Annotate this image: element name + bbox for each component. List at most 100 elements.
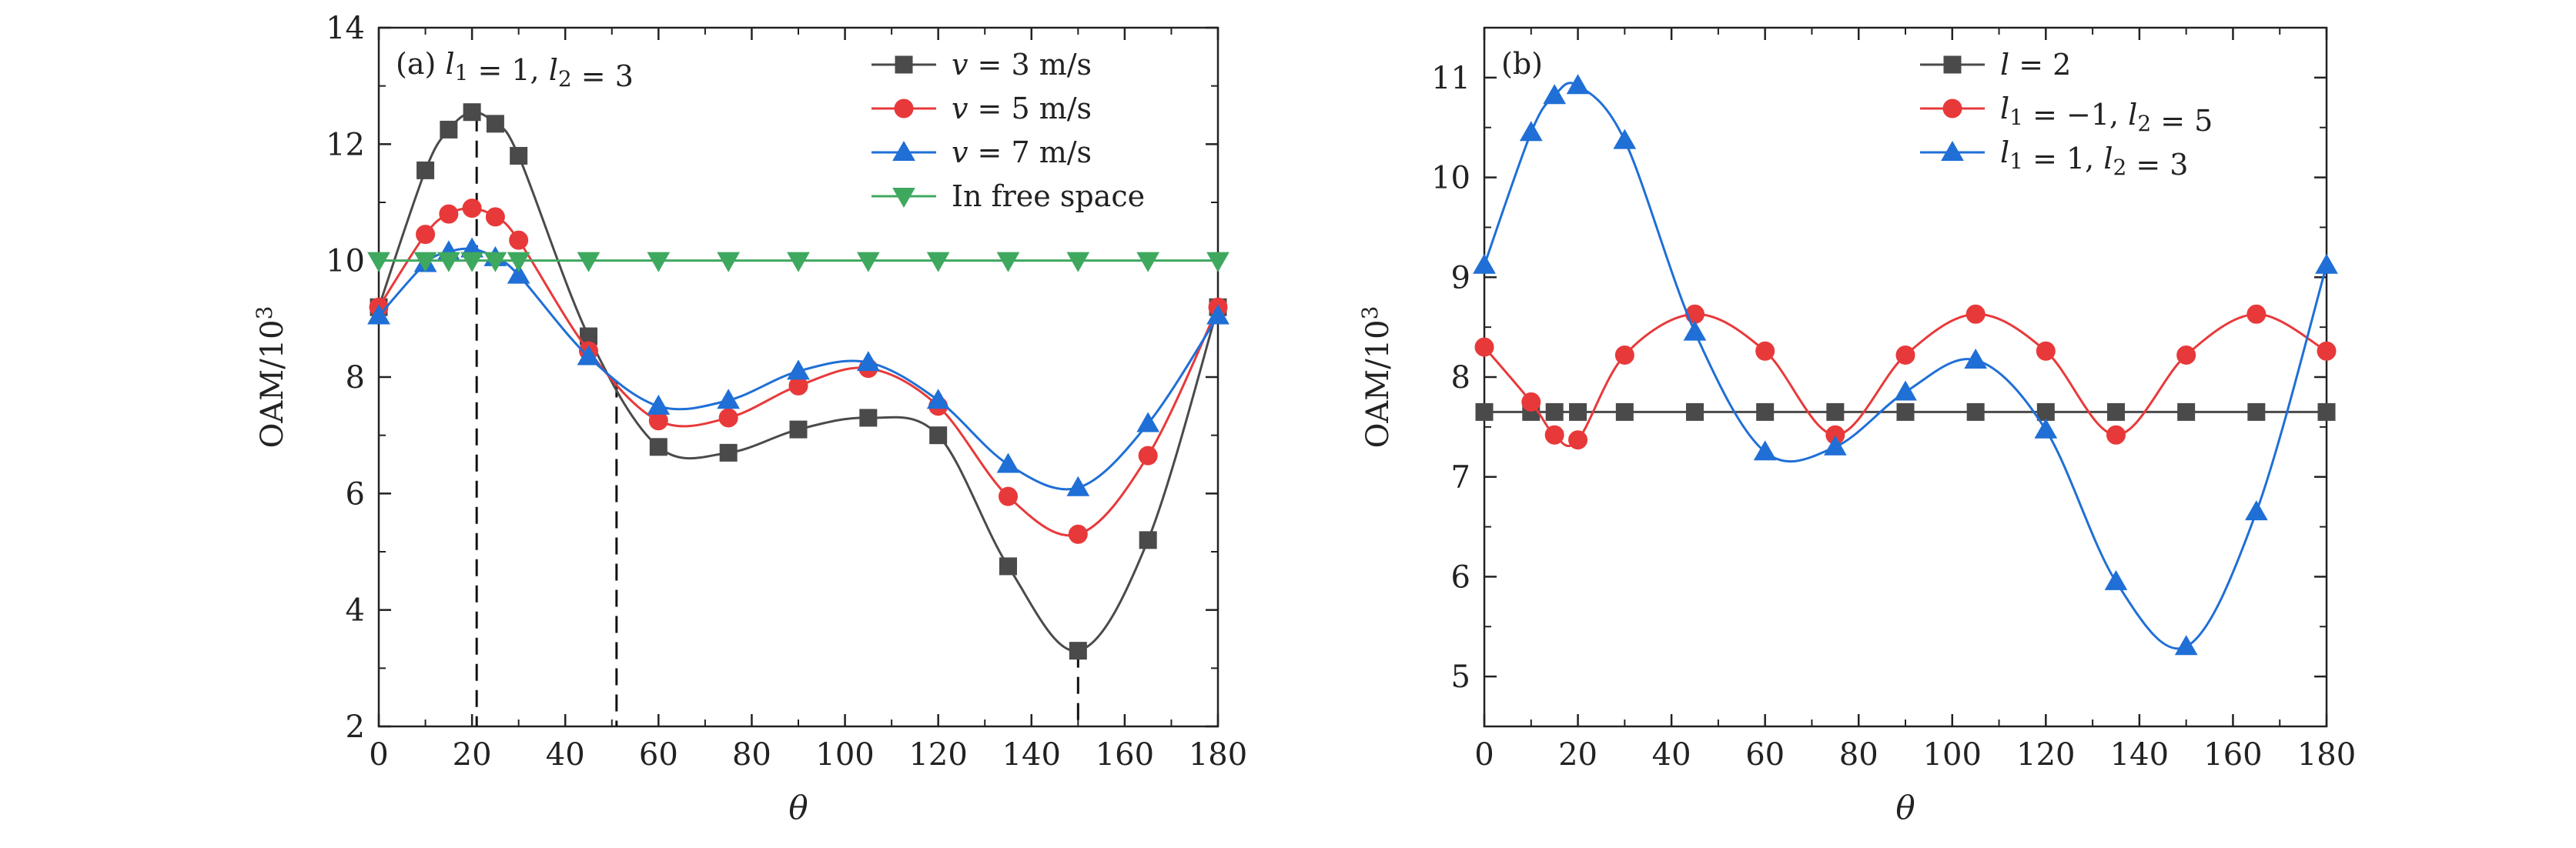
data-point [1136, 252, 1160, 272]
data-point [1755, 341, 1775, 361]
data-point [1206, 252, 1229, 272]
data-point [1206, 304, 1229, 325]
data-point [1826, 402, 1845, 421]
y-tick-label: 2 [346, 709, 365, 745]
data-point [1756, 402, 1775, 421]
x-tick-label: 80 [1839, 737, 1878, 773]
x-tick-label: 60 [639, 737, 678, 773]
data-point [462, 199, 482, 219]
y-tick-label: 5 [1451, 659, 1470, 695]
data-point [1475, 402, 1494, 421]
panel-label: (b) [1501, 47, 1543, 81]
data-point [510, 146, 528, 165]
data-point [367, 252, 390, 272]
x-tick-label: 160 [1096, 737, 1154, 773]
data-point [859, 409, 878, 427]
data-point [509, 230, 529, 250]
legend-label: v = 5 m/s [952, 92, 1092, 125]
data-point [2315, 253, 2338, 274]
legend-marker [895, 55, 913, 74]
data-point [787, 359, 810, 380]
data-point [929, 426, 948, 445]
data-point [1896, 402, 1915, 421]
data-point [1683, 320, 1707, 341]
data-point [787, 252, 810, 272]
data-point [1615, 402, 1634, 421]
data-point [2034, 418, 2058, 439]
data-point [486, 115, 504, 133]
y-tick-label: 8 [1451, 360, 1470, 396]
data-point [413, 252, 437, 272]
x-tick-label: 180 [1189, 737, 1247, 773]
y-tick-label: 9 [1451, 260, 1470, 295]
data-point [2176, 345, 2196, 365]
data-point [1966, 402, 1985, 421]
data-point [1566, 74, 1590, 95]
data-point [2317, 341, 2337, 361]
x-tick-label: 120 [908, 737, 967, 773]
y-tick-label: 8 [346, 360, 365, 396]
y-axis-title: OAM/103 [1357, 306, 1396, 449]
data-point [1753, 440, 1777, 461]
x-axis-title: θ [788, 789, 808, 826]
data-point [1545, 402, 1564, 421]
data-point [647, 394, 671, 415]
data-point [718, 408, 738, 428]
series-3 [367, 252, 1229, 272]
x-tick-label: 20 [453, 737, 492, 773]
x-tick-label: 60 [1745, 737, 1785, 773]
legend-marker [894, 98, 914, 119]
data-point [463, 103, 481, 122]
chart-panel-a: 0 20 40 60 80 100 120 140 160 180 2 4 6 8 10 12 14 θ OAM/1… [252, 11, 1247, 826]
data-point [789, 420, 808, 439]
data-point [485, 207, 505, 227]
data-point [1543, 84, 1567, 105]
x-tick-label: 40 [1652, 737, 1691, 773]
data-point [483, 252, 507, 272]
data-point [1473, 253, 1496, 274]
data-point [2317, 402, 2336, 421]
x-tick-label: 40 [546, 737, 585, 773]
data-point [1964, 348, 1988, 369]
x-tick-label: 120 [2016, 737, 2075, 773]
data-point [507, 252, 530, 272]
legend-label: l = 2 [2000, 48, 2071, 82]
data-point [440, 120, 458, 139]
data-point [2036, 341, 2056, 361]
legend-label: v = 7 m/s [952, 135, 1092, 169]
data-point [926, 252, 950, 272]
data-point [2104, 569, 2128, 590]
legend-marker [1943, 55, 1962, 74]
x-tick-label: 160 [2203, 737, 2262, 773]
data-point [507, 263, 530, 284]
y-tick-label: 12 [326, 127, 365, 162]
data-point [2036, 402, 2055, 421]
data-point [460, 252, 483, 272]
series-2 [1473, 74, 2338, 656]
data-point [1544, 425, 1564, 445]
data-point [1895, 345, 1915, 365]
data-point [1965, 304, 1986, 324]
x-axis-title: θ [1895, 789, 1915, 826]
data-point [1474, 337, 1494, 357]
data-point [647, 252, 671, 272]
series-0 [1475, 402, 2336, 421]
data-point [1686, 402, 1704, 421]
data-point [996, 452, 1020, 473]
data-point [1568, 430, 1588, 450]
data-point [717, 252, 741, 272]
data-point [417, 161, 435, 179]
x-tick-label: 0 [369, 737, 388, 773]
data-point [2107, 402, 2125, 421]
chart-panel-b: 0 20 40 60 80 100 120 140 160 180 5 6 7 8 9 10 11 θ OAM/10… [1357, 26, 2356, 826]
data-point [367, 304, 390, 325]
data-point [1139, 531, 1157, 549]
data-point [1569, 402, 1587, 421]
data-point [2246, 304, 2267, 324]
data-point [439, 204, 459, 224]
x-tick-label: 100 [1923, 737, 1982, 773]
y-tick-label: 6 [1451, 559, 1470, 595]
data-point [416, 225, 436, 245]
data-point [1823, 435, 1847, 456]
data-point [999, 557, 1017, 576]
